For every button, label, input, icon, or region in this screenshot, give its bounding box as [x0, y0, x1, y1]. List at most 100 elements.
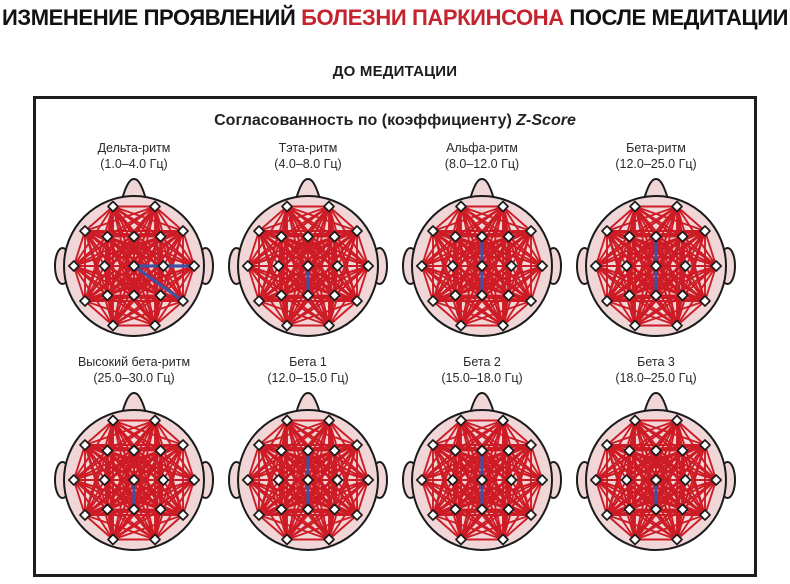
- electrode-T5: [427, 509, 439, 521]
- electrode-O2: [497, 533, 509, 546]
- panel-rhythm-name: Альфа-ритм: [446, 141, 518, 155]
- electrode-T3: [67, 260, 80, 272]
- electrode-P4: [328, 289, 341, 302]
- panel-frequency-range: (12.0–25.0 Гц): [615, 157, 697, 171]
- electrode-T4: [362, 260, 375, 272]
- electrode-O2: [149, 319, 161, 332]
- panel-header-metric: Z-Score: [516, 112, 576, 129]
- eeg-head-high-beta: [54, 392, 214, 551]
- electrode-C4: [679, 260, 692, 272]
- electrode-Pz: [476, 503, 488, 516]
- electrode-Cz: [476, 260, 488, 272]
- eeg-head-beta2: [402, 392, 562, 551]
- panel-label: Бета 3 (18.0–25.0 Гц): [615, 354, 696, 388]
- figure-panel-box: Согласованность по (коэффициенту) Z-Scor…: [33, 96, 757, 577]
- electrode-F8: [177, 439, 189, 451]
- eeg-head-delta: [54, 178, 214, 337]
- panel-frequency-range: (4.0–8.0 Гц): [274, 157, 342, 171]
- panel-rhythm-name: Бета 3: [637, 355, 675, 369]
- electrode-P4: [502, 289, 515, 302]
- electrode-T6: [177, 509, 189, 521]
- electrode-P4: [154, 503, 167, 516]
- electrode-P3: [275, 503, 288, 516]
- electrode-C3: [98, 474, 111, 486]
- electrode-F7: [79, 439, 91, 451]
- panel-frequency-range: (15.0–18.0 Гц): [441, 371, 523, 385]
- panel-rhythm-name: Бета-ритм: [626, 141, 686, 155]
- electrode-F4: [154, 444, 167, 457]
- electrode-F3: [275, 230, 288, 243]
- electrode-T4: [710, 260, 723, 272]
- electrode-T6: [525, 509, 537, 521]
- electrode-T4: [188, 474, 201, 486]
- electrode-Pz: [302, 289, 314, 302]
- electrode-Cz: [302, 474, 314, 486]
- electrode-T4: [536, 474, 549, 486]
- electrode-P4: [154, 289, 167, 302]
- electrode-Cz: [128, 260, 140, 272]
- electrode-F7: [253, 439, 265, 451]
- electrode-C4: [157, 474, 170, 486]
- electrode-P4: [676, 289, 689, 302]
- panel-frequency-range: (18.0–25.0 Гц): [615, 371, 697, 385]
- electrode-P4: [328, 503, 341, 516]
- electrode-T3: [589, 474, 602, 486]
- electrode-Cz: [302, 260, 314, 272]
- electrode-T3: [67, 474, 80, 486]
- electrode-F4: [328, 444, 341, 457]
- electrode-O2: [323, 533, 335, 546]
- electrode-O2: [671, 319, 683, 332]
- panel-theta: Тэта-ритм (4.0–8.0 Гц): [224, 140, 392, 340]
- electrode-Fp1: [281, 200, 293, 213]
- electrode-F4: [676, 444, 689, 457]
- electrode-P3: [449, 503, 462, 516]
- electrode-F4: [328, 230, 341, 243]
- electrode-T4: [536, 260, 549, 272]
- electrode-T4: [362, 474, 375, 486]
- electrode-F3: [275, 444, 288, 457]
- electrode-P3: [449, 289, 462, 302]
- electrode-F8: [351, 225, 363, 237]
- electrode-Fz: [476, 444, 488, 457]
- panel-rhythm-name: Тэта-ритм: [278, 141, 338, 155]
- electrode-T5: [79, 295, 91, 307]
- electrode-F8: [177, 225, 189, 237]
- electrode-F7: [427, 439, 439, 451]
- electrode-F4: [154, 230, 167, 243]
- panel-label: Бета 1 (12.0–15.0 Гц): [267, 354, 348, 388]
- electrode-F8: [699, 439, 711, 451]
- electrode-Pz: [650, 503, 662, 516]
- panel-delta: Дельта-ритм (1.0–4.0 Гц): [50, 140, 218, 340]
- figure-title: ИЗМЕНЕНИЕ ПРОЯВЛЕНИЙ БОЛЕЗНИ ПАРКИНСОНА …: [0, 5, 790, 31]
- electrode-C3: [620, 474, 633, 486]
- panel-label: Высокий бета-ритм (25.0–30.0 Гц): [78, 354, 190, 388]
- electrode-Fz: [128, 230, 140, 243]
- electrode-Fp2: [149, 200, 161, 213]
- figure-title-highlight: БОЛЕЗНИ ПАРКИНСОНА: [301, 5, 564, 30]
- panel-rhythm-name: Бета 2: [463, 355, 501, 369]
- electrode-Fp1: [455, 414, 467, 427]
- panel-beta1: Бета 1 (12.0–15.0 Гц): [224, 354, 392, 554]
- electrode-P3: [275, 289, 288, 302]
- electrode-Cz: [128, 474, 140, 486]
- electrode-F7: [427, 225, 439, 237]
- electrode-O1: [281, 319, 293, 332]
- electrode-C4: [679, 474, 692, 486]
- panel-frequency-range: (1.0–4.0 Гц): [100, 157, 168, 171]
- electrode-Fp1: [455, 200, 467, 213]
- electrode-Fz: [650, 230, 662, 243]
- electrode-F7: [601, 439, 613, 451]
- electrode-F7: [79, 225, 91, 237]
- panel-header-text: Согласованность по (коэффициенту): [214, 112, 512, 129]
- electrode-Fp2: [671, 414, 683, 427]
- electrode-T4: [188, 260, 201, 272]
- panel-label: Альфа-ритм (8.0–12.0 Гц): [445, 140, 519, 174]
- panel-frequency-range: (8.0–12.0 Гц): [444, 157, 520, 171]
- electrode-T6: [699, 295, 711, 307]
- electrode-F3: [449, 230, 462, 243]
- electrode-O1: [455, 319, 467, 332]
- panel-beta: Бета-ритм (12.0–25.0 Гц): [572, 140, 740, 340]
- electrode-C4: [331, 260, 344, 272]
- electrode-T3: [241, 474, 254, 486]
- electrode-Fz: [128, 444, 140, 457]
